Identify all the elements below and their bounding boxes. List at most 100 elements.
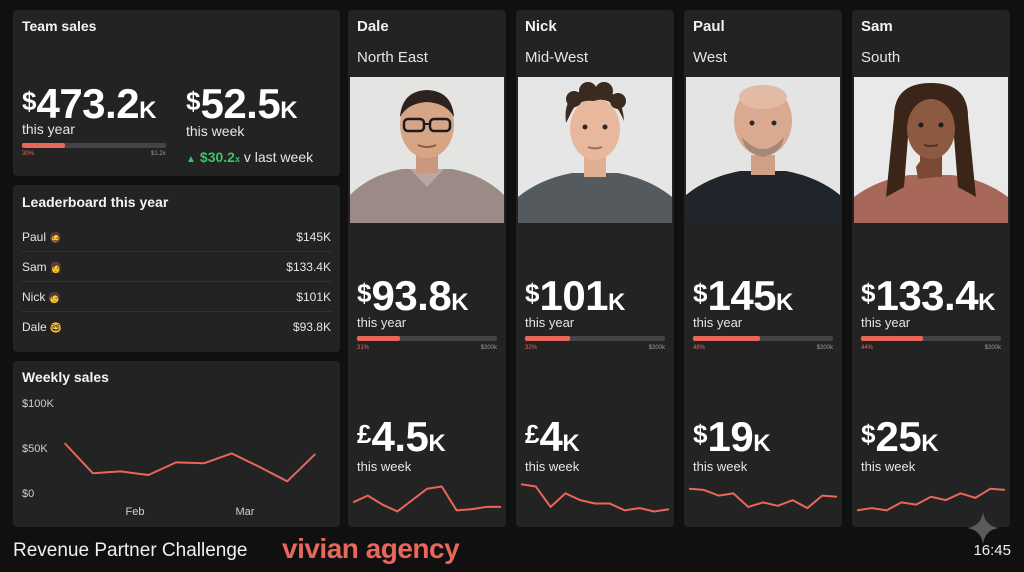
partner-card-nick[interactable]: Nick Mid-West $101K this year 32% $300k … — [516, 10, 674, 527]
delta-suffix: x — [234, 154, 240, 164]
unit-suffix: K — [776, 289, 794, 316]
partner-progress-percent: 31% — [357, 345, 370, 351]
team-year-label: this year — [22, 121, 75, 137]
partner-week-value: 25 — [875, 413, 922, 460]
partner-year-progress — [693, 336, 833, 341]
partner-photo — [686, 77, 840, 223]
currency-symbol: $ — [693, 278, 708, 308]
partner-region: North East — [357, 49, 428, 66]
partner-week-label: this week — [525, 459, 580, 474]
partner-week-value: 19 — [707, 413, 754, 460]
currency-symbol: $ — [861, 419, 876, 449]
leaderboard-panel: Leaderboard this year Paul 🧔 $145K Sam 👩 $… — [13, 185, 340, 352]
partner-region: South — [861, 49, 901, 66]
currency-symbol: $ — [693, 419, 708, 449]
partner-year-total: $101K — [525, 272, 625, 320]
unit-suffix: K — [451, 289, 469, 316]
leaderboard-name: Paul 🧔 — [22, 230, 61, 244]
data-point — [175, 461, 177, 464]
partner-week-value: 4 — [539, 413, 563, 460]
y-tick-label: $0 — [22, 488, 34, 500]
partner-name: Nick — [525, 18, 557, 35]
team-progress-percent: 30% — [22, 151, 35, 157]
person-portrait-icon — [518, 77, 672, 223]
partner-progress-target: $300k — [984, 345, 1001, 351]
partner-weekly-sparkline — [521, 483, 669, 513]
partner-week-label: this week — [357, 459, 412, 474]
partner-week-label: this week — [861, 459, 916, 474]
currency-symbol: $ — [186, 86, 201, 116]
partner-region: West — [693, 49, 727, 66]
partner-year-value: 101 — [539, 272, 609, 319]
partner-year-total: $133.4K — [861, 272, 995, 320]
data-point — [64, 442, 66, 445]
partner-year-progress — [525, 336, 665, 341]
y-tick-label: $100K — [22, 398, 54, 410]
partner-progress-target: $300k — [480, 345, 497, 351]
leaderboard-row[interactable]: Sam 👩 $133.4K — [22, 252, 331, 282]
partner-name: Dale — [357, 18, 389, 35]
sparkline-path — [353, 485, 501, 513]
x-tick-label: Feb — [126, 506, 145, 518]
partner-week-total: £4.5K — [357, 413, 446, 461]
team-year-progress-fill — [22, 143, 66, 148]
delta-text: v last week — [243, 149, 314, 165]
leaderboard-row[interactable]: Dale 🤓 $93.8K — [22, 312, 331, 342]
avatar-emoji-icon: 👩 — [49, 263, 63, 274]
leaderboard-row[interactable]: Nick 🧑 $101K — [22, 282, 331, 312]
partner-week-total: $19K — [693, 413, 771, 461]
partner-weekly-sparkline — [689, 487, 837, 510]
team-sales-title: Team sales — [22, 18, 97, 34]
currency-symbol: £ — [357, 419, 372, 449]
partner-card-dale[interactable]: Dale North East $93.8K this year 31% $30… — [348, 10, 506, 527]
leaderboard-value: $93.8K — [292, 320, 331, 334]
person-portrait-icon — [854, 77, 1008, 223]
partner-photo — [350, 77, 504, 223]
team-week-total: $52.5K — [186, 80, 298, 128]
weekly-sales-line — [64, 442, 316, 483]
partner-card-paul[interactable]: Paul West $145K this year 48% $300k $19K… — [684, 10, 842, 527]
partner-year-total: $93.8K — [357, 272, 469, 320]
leaderboard-value: $101K — [296, 290, 331, 304]
currency-symbol: £ — [525, 419, 540, 449]
delta-amount: $30.2x — [200, 149, 240, 165]
data-point — [91, 472, 94, 474]
partner-week-value: 4.5 — [371, 413, 429, 460]
partner-year-value: 133.4 — [875, 272, 979, 319]
partner-region: Mid-West — [525, 49, 589, 66]
partner-name: Nick — [22, 290, 46, 304]
currency-symbol: $ — [525, 278, 540, 308]
team-year-value: 473.2 — [36, 80, 140, 127]
partner-year-progress-fill — [693, 336, 761, 341]
currency-symbol: $ — [861, 278, 876, 308]
unit-suffix: K — [139, 97, 157, 124]
data-point — [286, 480, 289, 483]
team-week-delta: ▲ $30.2x v last week — [186, 149, 313, 165]
partner-week-label: this week — [693, 459, 748, 474]
weekly-sales-chart: $100K $50K $0 Feb Mar — [22, 398, 316, 518]
partner-photo — [854, 77, 1008, 223]
leaderboard-name: Sam 👩 — [22, 260, 62, 274]
footer-title: Revenue Partner Challenge — [13, 540, 248, 561]
sparkle-icon — [967, 512, 999, 544]
partner-name: Paul — [22, 230, 47, 244]
up-arrow-icon: ▲ — [186, 154, 196, 165]
y-tick-label: $50K — [22, 443, 48, 455]
leaderboard-row[interactable]: Paul 🧔 $145K — [22, 222, 331, 252]
partner-year-value: 93.8 — [371, 272, 452, 319]
leaderboard-value: $145K — [296, 230, 331, 244]
partner-weekly-sparkline — [353, 485, 501, 513]
data-point — [119, 470, 122, 473]
unit-suffix: K — [921, 430, 939, 457]
unit-suffix: K — [280, 97, 298, 124]
team-week-value: 52.5 — [200, 80, 281, 127]
unit-suffix: K — [753, 430, 771, 457]
partner-year-label: this year — [861, 315, 911, 330]
unit-suffix: K — [978, 289, 996, 316]
partner-progress-target: $300k — [816, 345, 833, 351]
currency-symbol: $ — [22, 86, 37, 116]
team-progress-target: $1.2x — [151, 151, 166, 157]
partner-year-label: this year — [693, 315, 743, 330]
partner-card-sam[interactable]: Sam South $133.4K this year 44% $300k $2… — [852, 10, 1010, 527]
avatar-emoji-icon: 🧑 — [48, 293, 61, 304]
